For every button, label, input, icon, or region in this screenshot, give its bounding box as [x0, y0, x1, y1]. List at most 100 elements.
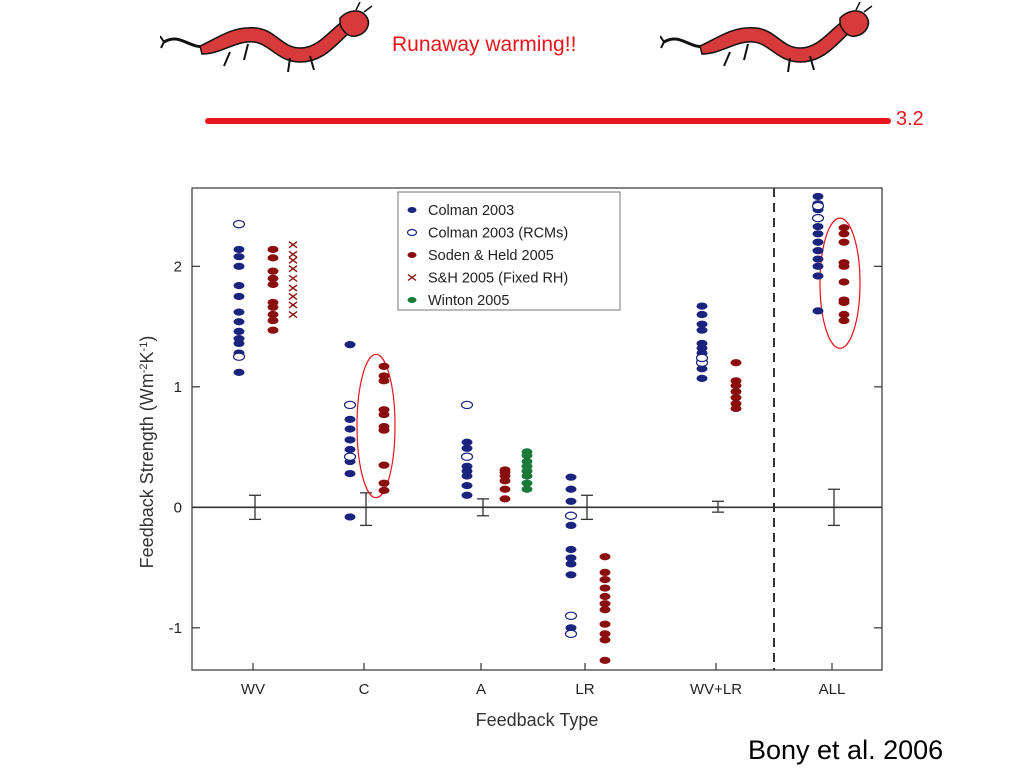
data-point	[233, 368, 245, 376]
data-point-open	[460, 400, 474, 410]
plot-frame	[191, 187, 883, 671]
x-marker	[288, 310, 298, 319]
legend-label: Soden & Held 2005	[428, 248, 554, 264]
data-point-open	[343, 400, 357, 410]
data-point	[599, 620, 611, 628]
data-point-open	[564, 629, 578, 639]
x-tick-label: C	[359, 681, 370, 698]
data-point	[378, 486, 390, 495]
data-point	[565, 560, 577, 568]
data-point	[565, 624, 577, 632]
data-point-open	[811, 213, 825, 223]
data-point	[599, 630, 611, 638]
data-point	[565, 497, 577, 505]
data-point	[267, 267, 279, 275]
data-point	[838, 296, 850, 304]
data-point	[521, 448, 533, 456]
data-point	[499, 466, 511, 474]
data-point	[233, 245, 245, 254]
data-point-open	[811, 201, 825, 211]
x-tick-label: A	[476, 681, 486, 698]
legend-box	[397, 191, 621, 311]
data-point-open	[564, 511, 578, 520]
legend-marker	[407, 273, 417, 282]
data-point	[599, 606, 611, 614]
data-point	[499, 495, 511, 503]
dragon-illustration-right	[660, 2, 873, 73]
x-tick-label: WV+LR	[690, 681, 742, 698]
legend-item: Soden & Held 2005	[407, 248, 554, 264]
data-point	[730, 394, 742, 402]
data-point	[565, 521, 577, 529]
legend-label: S&H 2005 (Fixed RH)	[428, 271, 568, 287]
data-point	[267, 245, 279, 254]
data-point	[696, 302, 708, 310]
dragon-illustration-left	[160, 2, 373, 73]
data-point	[838, 230, 850, 238]
slide-title: Runaway warming!!	[392, 33, 577, 56]
data-point	[812, 222, 824, 231]
data-point	[565, 485, 577, 493]
data-point	[730, 359, 742, 367]
y-tick-label: 0	[174, 499, 182, 516]
data-point	[233, 318, 245, 326]
data-point	[233, 308, 245, 316]
legend-marker	[407, 252, 417, 258]
legend-item: Winton 2005	[407, 293, 509, 309]
data-point	[344, 436, 356, 444]
data-point	[599, 568, 611, 576]
data-point	[499, 485, 511, 493]
highlight-ellipse	[819, 217, 861, 349]
data-point	[344, 425, 356, 433]
y-tick-label: -1	[169, 620, 182, 637]
legend-label: Colman 2003 (RCMs)	[428, 226, 568, 242]
data-point	[233, 335, 245, 343]
data-point	[344, 341, 356, 349]
highlight-ellipses	[356, 217, 861, 499]
x-marker	[288, 241, 298, 249]
data-point	[521, 479, 533, 487]
x-marker	[288, 284, 298, 292]
legend-item: Colman 2003	[407, 203, 514, 219]
legend-marker	[406, 228, 418, 237]
data-point	[267, 274, 279, 282]
x-marker	[288, 250, 298, 258]
data-points	[232, 192, 850, 664]
data-point	[461, 438, 473, 446]
data-point	[812, 238, 824, 246]
data-point	[378, 372, 390, 380]
data-point	[378, 479, 390, 487]
data-point	[378, 461, 390, 469]
data-point	[461, 491, 473, 499]
data-point	[696, 326, 708, 334]
data-point	[267, 316, 279, 325]
threshold-line	[205, 118, 891, 124]
data-point	[461, 482, 473, 490]
data-point	[378, 422, 390, 431]
data-point	[267, 280, 279, 288]
data-point	[565, 571, 577, 579]
legend-label: Colman 2003	[428, 203, 514, 219]
data-point	[838, 310, 850, 319]
data-point	[521, 457, 533, 466]
data-point	[812, 247, 824, 255]
data-point	[730, 377, 742, 385]
x-marker	[288, 256, 298, 264]
data-point	[812, 230, 824, 238]
legend-item: S&H 2005 (Fixed RH)	[407, 271, 568, 287]
x-marker	[288, 301, 298, 309]
plot-area: -1 0 1 2 WV C A LR WV+LR ALL	[169, 187, 883, 698]
data-point-open	[343, 452, 357, 461]
data-point	[565, 554, 577, 562]
data-point	[838, 316, 850, 325]
legend-marker	[407, 297, 417, 303]
data-point	[599, 600, 611, 608]
x-marker	[288, 265, 298, 273]
data-point	[461, 444, 473, 452]
data-point	[599, 592, 611, 601]
data-point	[344, 415, 356, 423]
data-point	[565, 545, 577, 554]
data-point	[233, 327, 245, 335]
x-tick-label: LR	[575, 681, 594, 698]
data-point	[812, 272, 824, 280]
